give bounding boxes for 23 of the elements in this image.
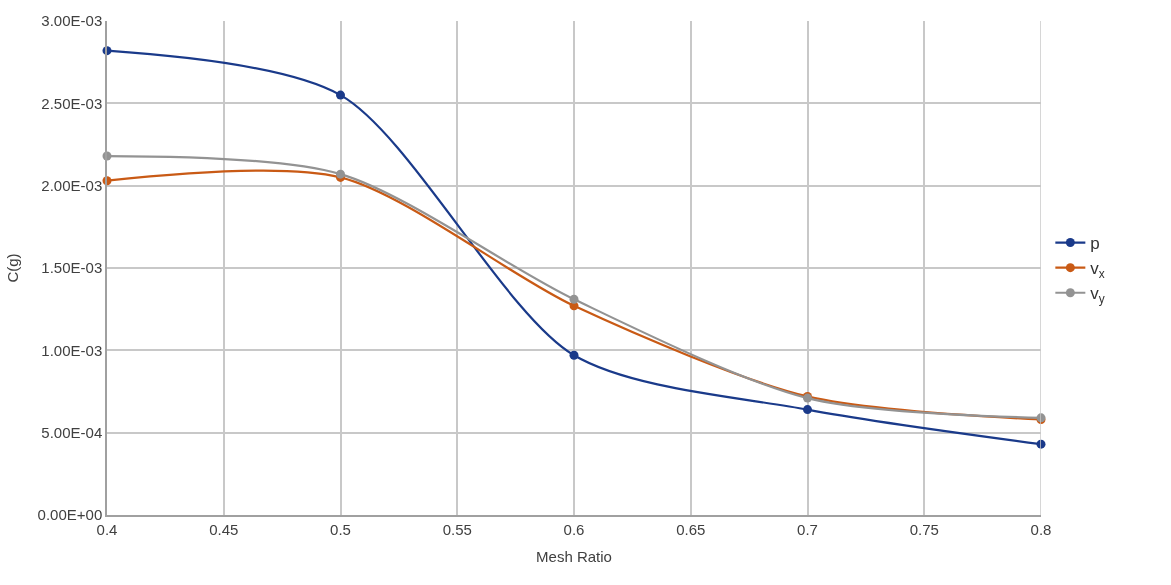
x-axis-title: Mesh Ratio xyxy=(536,548,612,566)
legend-label: p xyxy=(1090,234,1100,254)
x-tick-label: 0.55 xyxy=(442,520,472,538)
x-tick-label: 0.75 xyxy=(909,520,939,538)
y-tick-label: 3.00E-03 xyxy=(41,12,103,30)
y-tick-label: 2.00E-03 xyxy=(41,176,103,194)
point xyxy=(569,294,579,304)
y-tick-label: 1.50E-03 xyxy=(41,259,103,277)
x-tick-label: 0.65 xyxy=(676,520,706,538)
legend-label: v$_{y}$ xyxy=(1090,284,1105,306)
point xyxy=(569,350,579,360)
y-tick-label: 1.00E-03 xyxy=(41,341,103,359)
x-tick-label: 0.45 xyxy=(209,520,239,538)
x-tick-label: 0.8 xyxy=(1030,520,1052,538)
x-tick-label: 0.7 xyxy=(797,520,818,538)
y-tick-label: 5.00E-04 xyxy=(41,423,103,441)
x-tick-label: 0.6 xyxy=(563,520,585,538)
point xyxy=(336,90,345,100)
x-tick-label: 0.5 xyxy=(330,520,351,538)
y-axis-title: C(g) xyxy=(4,253,22,283)
legend-label: v$_{x}$ xyxy=(1090,259,1105,281)
y-tick-label: 2.50E-03 xyxy=(41,94,103,112)
point xyxy=(803,405,812,415)
